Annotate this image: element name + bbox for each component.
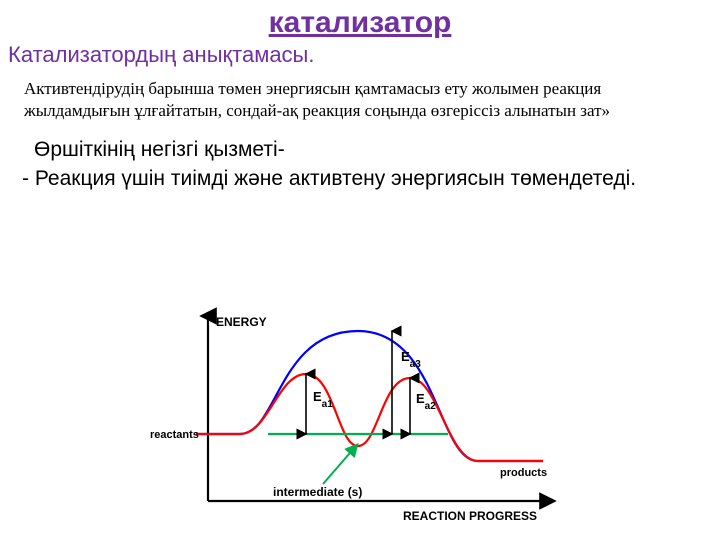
uncatalyzed-curve [196, 331, 543, 461]
ea-label: Ea3 [401, 349, 421, 370]
x-axis-label: REACTION PROGRESS [403, 509, 537, 523]
subtitle: Катализатордың анықтамасы. [8, 42, 720, 68]
definition-text: Активтендірудің барынша төмен энергиясын… [24, 78, 696, 122]
function-body: - Реакция үшін тиімді және активтену эне… [22, 166, 692, 193]
intermediate-pointer [323, 446, 356, 484]
catalyzed-curve [196, 374, 543, 461]
ea-label: Ea1 [313, 389, 333, 410]
energy-diagram: Ea1Ea2Ea3 ENERGY REACTION PROGRESS react… [148, 306, 568, 531]
reactants-label: reactants [150, 429, 199, 441]
intermediate-label: intermediate (s) [273, 485, 362, 499]
y-axis-label: ENERGY [216, 315, 267, 329]
function-title: Өршіткінің негізгі қызметі- [34, 138, 720, 162]
products-label: products [500, 467, 547, 479]
page-title: катализатор [0, 6, 720, 40]
